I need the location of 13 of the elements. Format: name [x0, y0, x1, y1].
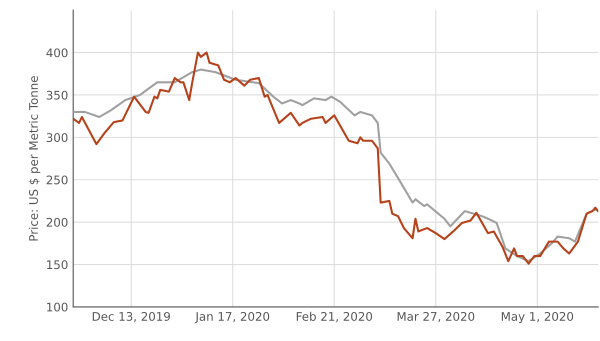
x-tick-label: Dec 13, 2019: [92, 312, 170, 322]
y-tick-label: 100: [47, 302, 68, 312]
x-tick-label: Feb 21, 2020: [296, 312, 372, 322]
y-tick-label: 400: [46, 48, 68, 58]
y-tick-label: 350: [46, 90, 68, 100]
y-tick-label: 200: [46, 218, 68, 227]
x-tick-label: Jan 17, 2020: [194, 312, 270, 324]
y-axis-title: Price: US $ per Metric Tonne: [28, 76, 40, 240]
x-tick-label: Mar 27, 2020: [398, 312, 474, 322]
y-tick-label: 300: [46, 133, 68, 142]
y-tick-label: 250: [46, 175, 68, 184]
y-tick-label: 150: [47, 260, 68, 270]
x-tick-label: May 1, 2020: [502, 312, 574, 324]
